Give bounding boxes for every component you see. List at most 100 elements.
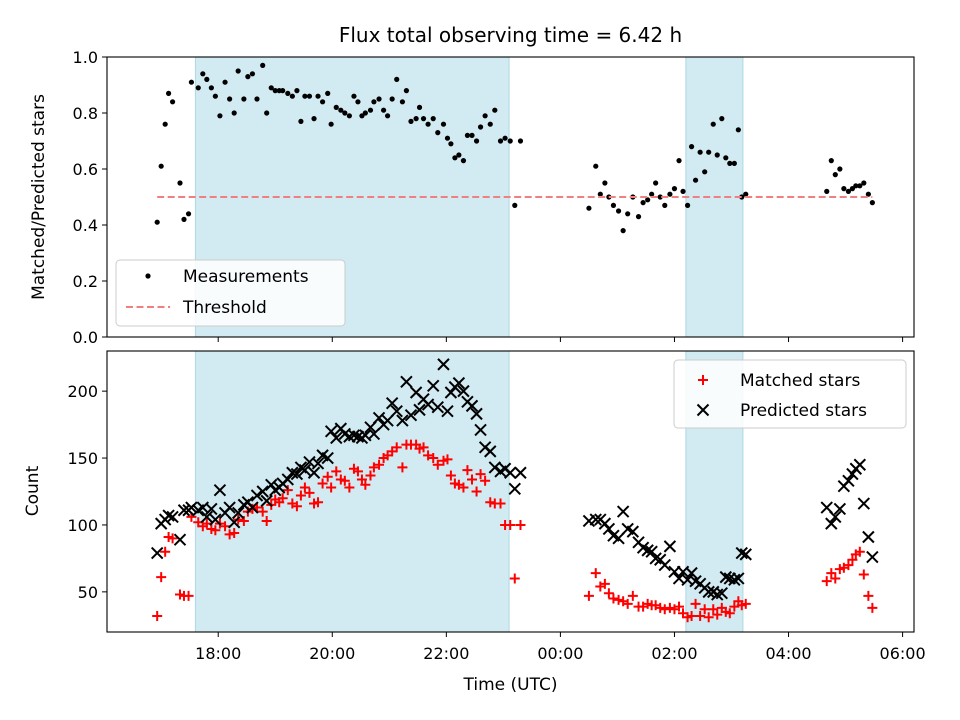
measurement-point <box>861 180 867 186</box>
predicted-stars-point <box>846 467 859 481</box>
predicted-stars-point <box>200 510 214 524</box>
count-panel: 50 100 150 200 18:00 20:00 22:00 00:00 02:00 04:0… <box>23 350 926 663</box>
matched-stars-point <box>703 612 714 623</box>
legend-measurements-marker <box>145 273 151 279</box>
measurement-point <box>416 104 423 110</box>
ratio-y-tick-label: 0.2 <box>73 272 98 291</box>
predicted-stars-point <box>381 414 394 427</box>
matched-stars-point <box>322 471 333 482</box>
matched-stars-point <box>690 598 701 609</box>
matched-stars-point <box>261 515 272 526</box>
predicted-stars-point <box>589 513 602 526</box>
count-y-tick-label: 150 <box>67 449 98 468</box>
predicted-stars-point <box>649 552 662 565</box>
measurement-point <box>680 188 686 194</box>
matched-stars-point <box>495 498 506 509</box>
measurement-point <box>456 152 462 158</box>
measurement-point <box>625 211 631 217</box>
measurement-point <box>325 90 331 96</box>
predicted-stars-point <box>330 431 343 445</box>
measurement-point <box>620 228 626 234</box>
measurement-point <box>333 104 339 110</box>
predicted-stars-point <box>626 525 640 538</box>
measurement-point <box>195 85 201 91</box>
matched-stars-point <box>708 604 719 615</box>
matched-stars-point <box>156 572 167 583</box>
measurement-point <box>865 191 871 197</box>
legend-predicted-label: Predicted stars <box>740 401 867 421</box>
matched-stars-point <box>655 602 666 613</box>
matched-stars-point <box>627 590 638 601</box>
predicted-stars-point <box>250 489 264 502</box>
predicted-stars-point <box>404 409 418 422</box>
matched-stars-point <box>313 497 324 508</box>
legend-box <box>673 359 907 429</box>
measurement-point <box>231 110 237 116</box>
x-tick-label: 20:00 <box>309 644 355 663</box>
matched-stars-point <box>471 486 482 497</box>
matched-stars-point <box>854 546 865 557</box>
predicted-stars-point <box>321 451 334 465</box>
measurement-point <box>389 96 395 102</box>
measurement-point <box>727 160 733 166</box>
matched-stars-point <box>326 482 337 493</box>
measurement-point <box>653 180 659 186</box>
count-y-axis-label: Count <box>23 465 43 516</box>
predicted-stars-point <box>728 573 741 587</box>
matched-stars-point <box>299 482 310 493</box>
measurement-point <box>676 158 682 164</box>
matched-stars-point <box>480 475 491 486</box>
matched-stars-point <box>826 568 837 579</box>
predicted-stars-point <box>474 423 487 437</box>
matched-stars-point <box>360 479 371 490</box>
predicted-stars-point <box>311 457 325 470</box>
ratio-axes-frame <box>106 56 915 338</box>
predicted-stars-point <box>658 558 671 572</box>
ratio-y-tick-label: 0.0 <box>73 328 98 347</box>
measurement-point <box>464 132 471 138</box>
measurement-point <box>452 155 458 161</box>
measurement-point <box>667 191 673 197</box>
count-shaded-interval-0 <box>194 350 510 633</box>
predicted-stars-point <box>307 466 321 479</box>
measurement-point <box>473 138 480 144</box>
measurement-point <box>702 169 708 175</box>
matched-stars-point <box>699 604 710 615</box>
measurement-point <box>413 116 419 122</box>
matched-stars-point <box>613 594 624 605</box>
measurement-point <box>169 99 176 105</box>
measurement-point <box>743 191 749 197</box>
count-series-1 <box>150 358 879 601</box>
matched-stars-point <box>740 598 751 609</box>
measurement-point <box>311 116 317 122</box>
measurement-point <box>355 99 361 105</box>
matched-stars-point <box>445 470 456 481</box>
matched-stars-point <box>339 475 350 486</box>
matched-stars-point <box>428 453 439 464</box>
measurement-point <box>869 200 875 206</box>
measurement-point <box>684 202 691 208</box>
measurement-point <box>177 180 183 186</box>
measurement-point <box>268 85 274 91</box>
predicted-stars-point <box>385 396 399 410</box>
predicted-stars-point <box>702 585 715 599</box>
measurement-point <box>181 216 187 222</box>
predicted-stars-point <box>290 467 304 481</box>
measurement-point <box>227 96 233 102</box>
predicted-stars-point <box>465 399 479 413</box>
matched-stars-point <box>608 593 619 604</box>
count-legend: Matched stars Predicted stars <box>673 359 907 429</box>
measurement-point <box>430 116 436 122</box>
predicted-stars-point <box>166 510 179 524</box>
measurement-point <box>507 138 513 144</box>
measurement-point <box>837 166 843 172</box>
matched-stars-point <box>160 546 171 557</box>
measurement-point <box>165 90 172 96</box>
measurement-point <box>371 99 377 105</box>
measurement-point <box>692 177 699 183</box>
matched-stars-point <box>458 482 469 493</box>
legend-threshold-label: Threshold <box>182 298 267 318</box>
measurement-point <box>649 191 655 197</box>
predicted-stars-point <box>866 550 879 564</box>
